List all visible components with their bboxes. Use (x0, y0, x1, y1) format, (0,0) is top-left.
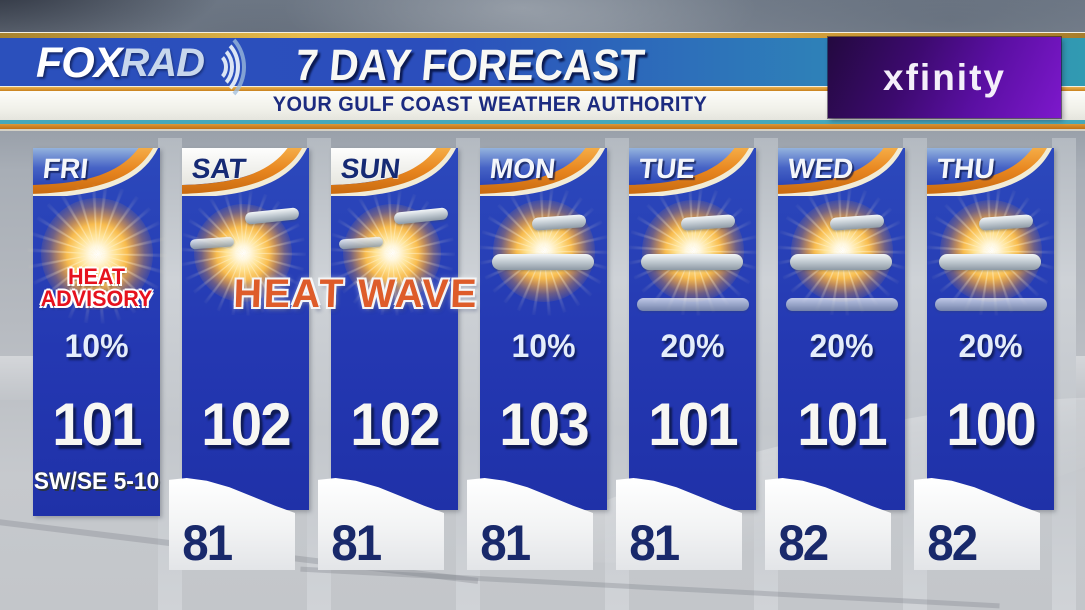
forecast-column-wed: WED 20% 101 82 (765, 148, 905, 610)
high-temp: 100 (946, 391, 1036, 458)
day-label: SUN (339, 153, 402, 184)
xfinity-logo: xfinity (828, 37, 1061, 118)
low-temp: 82 (778, 515, 829, 571)
foxrad-logo: FOX RAD (36, 28, 270, 106)
precip-chance: 20% (809, 328, 874, 364)
forecast-panel: FRI HEAT ADVISORY 10% 101 SW/SE 5-10 (33, 148, 160, 516)
sunny-icon (33, 198, 160, 320)
high-temp: 102 (350, 391, 440, 458)
banner-bottom-stripe (0, 124, 1085, 129)
forecast-column-fri: FRI HEAT ADVISORY 10% 101 SW/SE 5-10 (33, 148, 160, 610)
precip-chance: 20% (660, 328, 725, 364)
mostly-sunny-icon (182, 198, 309, 320)
banner-top-stripe (0, 33, 1085, 38)
day-label: FRI (41, 153, 90, 184)
day-header: SAT (182, 148, 309, 196)
partly-cloudy-icon (480, 198, 607, 320)
low-temp: 81 (480, 515, 531, 571)
day-label: MON (488, 153, 558, 184)
precip-chance: 10% (64, 328, 129, 364)
day-header: THU (927, 148, 1054, 196)
high-temp: 103 (499, 391, 589, 458)
day-label: WED (786, 153, 856, 184)
banner-divider-stripe (0, 87, 1085, 91)
precip-chance: 20% (958, 328, 1023, 364)
partly-cloudy-icon (778, 198, 905, 320)
forecast-column-thu: THU 20% 100 82 (914, 148, 1054, 610)
low-temp: 82 (927, 515, 978, 571)
heat-advisory-label: HEAT ADVISORY (30, 264, 162, 312)
day-label: THU (935, 153, 997, 184)
forecast-panel: SAT 102 (182, 148, 309, 510)
header-swoosh (927, 148, 1052, 196)
forecast-panel: MON 10% 103 (480, 148, 607, 510)
heat-advisory-line2: ADVISORY (40, 286, 153, 312)
banner-title: 7 DAY FORECAST (293, 41, 647, 90)
forecast-column-mon: MON 10% 103 81 (467, 148, 607, 610)
day-label: TUE (637, 153, 697, 184)
heat-wave-label: HEAT WAVE (232, 272, 480, 316)
day-label: SAT (190, 153, 248, 184)
forecast-panel: SUN 102 (331, 148, 458, 510)
fox-logo-text: FOX (36, 38, 122, 87)
forecast-column-sun: SUN 102 81 (318, 148, 458, 610)
forecast-column-sat: SAT 102 81 (169, 148, 309, 610)
heat-advisory-line1: HEAT (67, 264, 126, 289)
wind-label: SW/SE 5-10 (33, 468, 160, 495)
banner-teal-stripe (0, 120, 1085, 124)
high-temp: 101 (648, 391, 738, 458)
high-temp: 101 (797, 391, 887, 458)
header-swoosh (331, 148, 456, 196)
banner-light-stripe (0, 129, 1085, 131)
day-header: SUN (331, 148, 458, 196)
radar-waves-icon (206, 28, 270, 106)
low-temp: 81 (629, 515, 680, 571)
high-temp: 101 (52, 391, 142, 458)
forecast-panel: THU 20% 100 (927, 148, 1054, 510)
low-temp: 81 (331, 515, 382, 571)
header-swoosh (182, 148, 307, 196)
banner-subtitle: YOUR GULF COAST WEATHER AUTHORITY (272, 93, 708, 116)
precip-chance: 10% (511, 328, 576, 364)
mostly-sunny-icon (331, 198, 458, 320)
background-pillar (1052, 138, 1076, 610)
forecast-panel: TUE 20% 101 (629, 148, 756, 510)
partly-cloudy-icon (927, 198, 1054, 320)
partly-cloudy-icon (629, 198, 756, 320)
high-temp: 102 (201, 391, 291, 458)
forecast-panel: WED 20% 101 (778, 148, 905, 510)
forecast-column-tue: TUE 20% 101 81 (616, 148, 756, 610)
low-temp: 81 (182, 515, 233, 571)
